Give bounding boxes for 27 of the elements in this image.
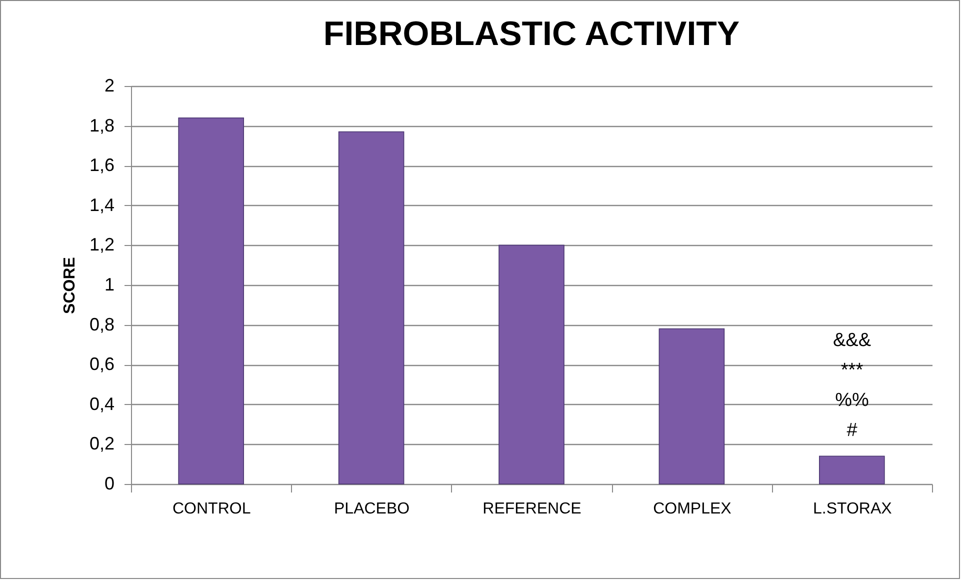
y-tick-label: 0,6	[89, 354, 114, 374]
x-tick-label: REFERENCE	[482, 500, 582, 518]
y-tick-label: 0,2	[89, 434, 114, 454]
bar	[658, 328, 725, 484]
y-tick-label: 1,8	[89, 115, 114, 136]
annotation: %%	[835, 390, 869, 411]
x-tick-label: COMPLEX	[653, 500, 732, 518]
bar	[819, 456, 885, 484]
bar	[498, 244, 564, 484]
y-tick-label: 0	[104, 474, 114, 494]
chart-title: FIBROBLASTIC ACTIVITY	[323, 15, 740, 53]
y-tick-label: 0,8	[89, 314, 114, 334]
annotation: #	[846, 420, 858, 441]
y-tick-label: 0,4	[89, 394, 114, 414]
x-tick-label: PLACEBO	[334, 500, 410, 518]
bar	[338, 131, 404, 484]
y-axis-title: SCORE	[61, 256, 78, 314]
y-tick-label: 2	[104, 76, 114, 96]
y-tick-label: 1,4	[89, 194, 114, 215]
x-tick-label: L.STORAX	[812, 500, 892, 518]
y-tick-label: 1,2	[89, 234, 114, 255]
x-tick-label: CONTROL	[172, 500, 251, 518]
bar	[178, 117, 244, 484]
annotation: ***	[840, 360, 864, 381]
annotation: &&&	[832, 330, 872, 351]
y-tick-label: 1,6	[89, 155, 114, 176]
y-tick-label: 1	[104, 274, 114, 294]
